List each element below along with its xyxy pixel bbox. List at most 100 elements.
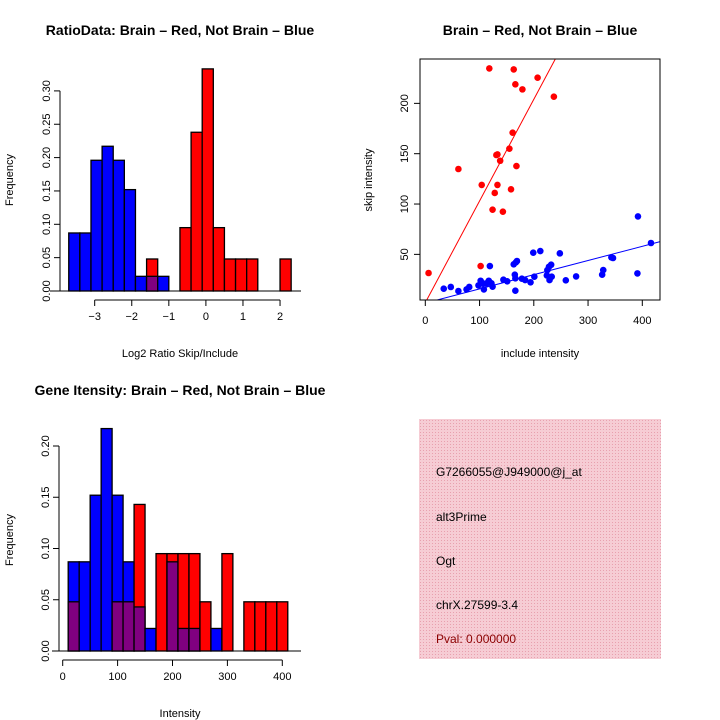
intensity-hist-bar <box>276 601 289 652</box>
intensity-hist-overlap-bar <box>111 601 124 652</box>
brain-point <box>486 65 493 72</box>
ratio-hist-y-tick-label: 0.20 <box>41 147 53 168</box>
intensity-hist-bar <box>144 627 157 652</box>
ratio-hist-bar <box>68 232 81 292</box>
probe-id: G7266055@J949000@j_at <box>436 465 582 479</box>
scatter-y-tick-label: 150 <box>399 145 411 163</box>
genomic-location: chrX.27599-3.4 <box>436 598 518 612</box>
ratio-hist-x-tick-label: −3 <box>88 311 101 323</box>
intensity-hist-y-tick-label: 0.10 <box>40 538 52 559</box>
intensity-hist-overlap-bar <box>133 606 146 652</box>
scatter-x-tick-label: 300 <box>579 315 597 327</box>
event-type: alt3Prime <box>436 510 487 524</box>
ratio-hist-x-tick-label: −2 <box>125 311 138 323</box>
intensity-hist-overlap-bar <box>188 627 201 652</box>
not-brain-point <box>447 283 455 291</box>
brain-point <box>491 189 499 197</box>
intensity-hist-x-tick-label: 400 <box>273 671 291 683</box>
ratio-hist-bar <box>179 226 192 292</box>
pval-text: Pval: 0.000000 <box>436 632 516 646</box>
ratio-hist-y-tick-label: 0.05 <box>41 247 53 268</box>
ratio-hist-bar <box>101 145 114 292</box>
not-brain-point <box>556 250 564 257</box>
not-brain-point <box>548 273 556 281</box>
intensity-hist-x-tick-label: 100 <box>108 671 126 683</box>
ratio-hist-y-tick-label: 0.00 <box>41 280 53 301</box>
not-brain-point <box>521 276 529 284</box>
not-brain-point <box>634 213 642 220</box>
not-brain-point <box>512 287 519 295</box>
intensity-hist-bar <box>155 552 168 652</box>
not-brain-point <box>537 247 544 255</box>
intensity-hist-x-tick-label: 200 <box>163 671 181 683</box>
intensity-hist-y-tick-label: 0.15 <box>40 487 52 508</box>
intensity-hist-y-tick-label: 0.05 <box>40 589 52 610</box>
intensity-hist-overlap-bar <box>166 561 179 652</box>
intensity-hist-xlabel: Intensity <box>160 708 201 720</box>
scatter-plot: 50 100 150 200 0 100 200 300 400 <box>399 58 661 327</box>
ratio-hist-x-tick-label: −1 <box>163 311 176 323</box>
brain-fit-line <box>426 59 556 300</box>
ratio-hist-x-tick-label: 2 <box>277 311 283 323</box>
ratio-hist-ylabel: Frequency <box>4 154 16 206</box>
not-brain-point <box>503 278 511 285</box>
not-brain-point <box>486 262 494 270</box>
scatter-xlabel: include intensity <box>501 348 580 360</box>
intensity-hist-x-tick-label: 0 <box>60 671 66 683</box>
scatter-x-tick-label: 100 <box>470 315 488 327</box>
not-brain-point <box>455 287 462 295</box>
brain-point <box>478 181 486 189</box>
intensity-hist-overlap-bar <box>122 601 135 652</box>
ratio-hist-bar <box>90 159 103 292</box>
scatter-x-tick-label: 0 <box>422 315 428 327</box>
not-brain-point <box>547 261 555 269</box>
brain-point <box>510 66 518 73</box>
ratio-hist-bar <box>223 258 237 292</box>
not-brain-point <box>647 239 655 247</box>
intensity-hist-x-tick-label: 300 <box>218 671 236 683</box>
intensity-hist-title: Gene Itensity: Brain – Red, Not Brain – … <box>35 382 326 398</box>
brain-point <box>512 81 519 88</box>
intensity-hist-bar <box>100 427 113 652</box>
ratio-histogram: 0.00 0.05 0.10 0.15 0.20 0.25 0.30 −3 −2 −1 0 1 2 <box>41 68 301 323</box>
intensity-hist-bar <box>78 561 91 652</box>
not-brain-point <box>489 283 496 290</box>
intensity-histogram: 0.00 0.05 0.10 0.15 0.20 0 100 200 300 400 <box>40 427 301 683</box>
intensity-hist-overlap-bar <box>67 601 80 652</box>
scatter-y-tick-label: 100 <box>399 195 411 213</box>
scatter-x-tick-label: 200 <box>525 315 543 327</box>
brain-point <box>513 162 520 170</box>
intensity-hist-bar <box>199 601 212 652</box>
info-panel-background <box>419 419 661 659</box>
ratio-hist-y-tick-label: 0.15 <box>41 180 53 201</box>
brain-point <box>534 74 541 81</box>
not-brain-point <box>465 283 473 291</box>
not-brain-point <box>440 285 448 292</box>
ratio-hist-y-tick-label: 0.30 <box>41 80 53 101</box>
scatter-title: Brain – Red, Not Brain – Blue <box>443 22 638 38</box>
scatter-x-tick-label: 400 <box>633 315 651 327</box>
brain-point <box>494 151 501 158</box>
ratio-hist-bar <box>123 188 137 292</box>
ratio-hist-y-tick-label: 0.25 <box>41 114 53 135</box>
scatter-y-tick-label: 50 <box>399 248 411 260</box>
not-brain-point <box>562 277 570 284</box>
brain-point <box>455 165 462 173</box>
brain-point <box>507 186 515 193</box>
not-brain-fit-line <box>435 241 660 300</box>
brain-point <box>489 206 496 213</box>
ratio-hist-bar <box>201 68 214 292</box>
ratio-hist-bar <box>79 232 92 292</box>
intensity-hist-bar <box>265 601 278 652</box>
scatter-ylabel: skip intensity <box>363 148 375 211</box>
not-brain-point <box>634 270 641 277</box>
not-brain-point <box>531 273 538 281</box>
not-brain-point <box>513 257 521 265</box>
not-brain-point <box>480 286 488 293</box>
brain-point <box>496 157 504 165</box>
brain-point <box>506 145 513 152</box>
brain-point <box>519 86 526 93</box>
intensity-hist-y-tick-label: 0.20 <box>40 435 52 456</box>
